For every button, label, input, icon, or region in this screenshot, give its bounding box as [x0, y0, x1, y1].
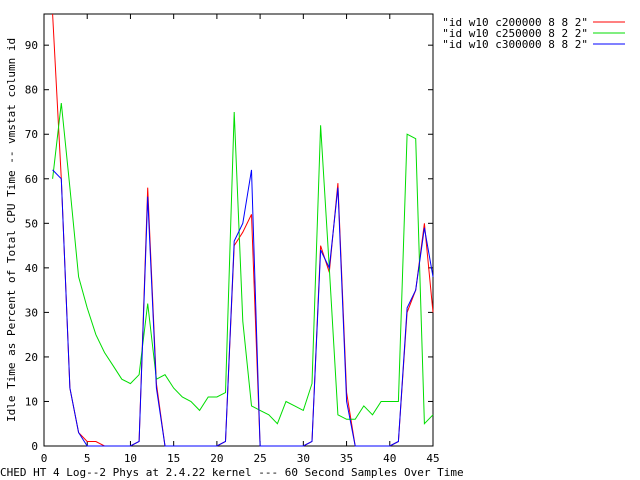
series-line-3: [52, 169, 434, 447]
series-line-2: [52, 103, 434, 425]
x-tick-label: 35: [340, 452, 353, 465]
x-tick-label: 45: [426, 452, 439, 465]
y-tick-label: 30: [25, 306, 38, 319]
x-tick-label: 10: [124, 452, 137, 465]
y-tick-label: 50: [25, 217, 38, 230]
y-tick-label: 60: [25, 173, 38, 186]
x-tick-label: 25: [253, 452, 266, 465]
x-tick-label: 30: [297, 452, 310, 465]
series-lines: [52, 13, 434, 447]
x-tick-label: 5: [84, 452, 91, 465]
x-axis-label: CHED HT 4 Log--2 Phys at 2.4.22 kernel -…: [0, 466, 464, 479]
y-tick-label: 20: [25, 351, 38, 364]
y-tick-label: 40: [25, 262, 38, 275]
x-tick-label: 20: [210, 452, 223, 465]
x-tick-label: 0: [41, 452, 48, 465]
y-tick-label: 10: [25, 395, 38, 408]
legend-label-2: "id w10 c250000 8 2 2": [442, 27, 588, 40]
x-tick-label: 15: [167, 452, 180, 465]
x-axis-ticks: 0 5 10 15 20 25 30 35 40 45: [41, 14, 440, 465]
y-tick-label: 90: [25, 39, 38, 52]
y-tick-label: 80: [25, 84, 38, 97]
legend-label-1: "id w10 c200000 8 8 2": [442, 16, 588, 29]
y-axis-label: Idle Time as Percent of Total CPU Time -…: [5, 38, 18, 422]
plot-border: [43, 13, 434, 447]
y-tick-label: 0: [31, 440, 38, 453]
series-line-1: [52, 13, 434, 447]
legend: "id w10 c200000 8 8 2""id w10 c250000 8 …: [442, 16, 625, 51]
x-tick-label: 40: [383, 452, 396, 465]
y-tick-label: 70: [25, 128, 38, 141]
y-axis-ticks: 0 10 20 30 40 50 60 70 80 90: [25, 39, 433, 453]
legend-label-3: "id w10 c300000 8 8 2": [442, 38, 588, 51]
